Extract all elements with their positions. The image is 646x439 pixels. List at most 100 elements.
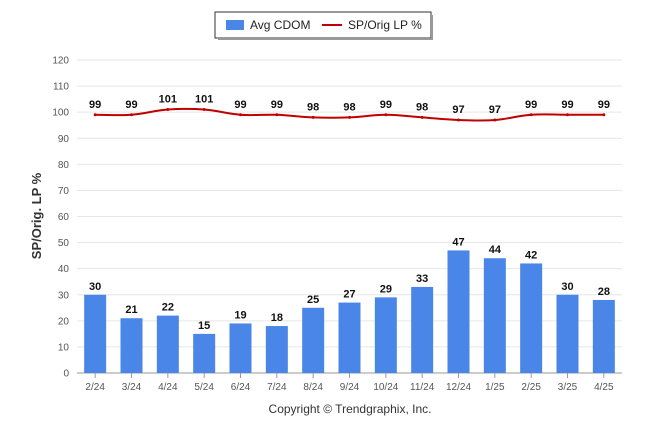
bar-data-label: 18 bbox=[271, 312, 283, 324]
x-tick-label: 3/25 bbox=[558, 382, 578, 393]
bar-avg-cdom bbox=[556, 294, 579, 373]
line-point bbox=[457, 118, 460, 122]
bar-data-label: 30 bbox=[89, 281, 101, 293]
y-tick-label: 110 bbox=[53, 82, 69, 93]
y-tick-label: 30 bbox=[58, 290, 70, 301]
bar-data-label: 47 bbox=[452, 236, 464, 248]
y-tick-label: 50 bbox=[58, 238, 70, 249]
x-tick-layer: 2/24 3/24 4/24 5/24 6/24 7/24 8/24 9/24 10/24 11/… bbox=[85, 373, 614, 393]
bar-avg-cdom bbox=[374, 297, 397, 373]
line-data-label: 98 bbox=[343, 101, 355, 113]
copyright-credit: Copyright © Trendgraphix, Inc. bbox=[269, 402, 432, 416]
bar-avg-cdom bbox=[520, 263, 543, 373]
line-data-label: 99 bbox=[234, 99, 246, 111]
x-tick-label: 9/24 bbox=[340, 382, 360, 393]
y-tick-label: 20 bbox=[58, 316, 70, 327]
x-tick-label: 3/24 bbox=[122, 382, 142, 393]
bar-data-label: 33 bbox=[416, 273, 428, 285]
line-point bbox=[566, 113, 569, 117]
y-tick-label: 80 bbox=[58, 160, 70, 171]
line-data-label: 99 bbox=[271, 99, 283, 111]
line-point bbox=[602, 113, 606, 117]
line-point bbox=[93, 113, 97, 117]
x-tick-label: 10/24 bbox=[373, 382, 398, 393]
legend-swatch-avg-cdom bbox=[226, 20, 244, 30]
legend: Avg CDOM SP/Orig LP % bbox=[214, 11, 433, 40]
line-point bbox=[529, 113, 533, 117]
x-tick-label: 1/25 bbox=[485, 382, 505, 393]
bar-data-label: 27 bbox=[343, 289, 355, 301]
bar-avg-cdom bbox=[411, 286, 434, 373]
line-data-label: 101 bbox=[195, 94, 213, 106]
legend-label-avg-cdom: Avg CDOM bbox=[250, 18, 310, 32]
x-tick-label: 7/24 bbox=[267, 382, 287, 393]
bar-avg-cdom bbox=[483, 258, 506, 373]
legend-shadow bbox=[431, 15, 433, 40]
bar-avg-cdom bbox=[120, 318, 143, 373]
line-point bbox=[420, 115, 424, 119]
line-point bbox=[202, 108, 206, 112]
bar-data-label: 21 bbox=[125, 304, 137, 316]
bar-avg-cdom bbox=[84, 294, 107, 373]
line-data-label: 99 bbox=[380, 99, 392, 111]
bar-data-label: 25 bbox=[307, 294, 319, 306]
bar-avg-cdom bbox=[592, 299, 615, 373]
bar-avg-cdom bbox=[156, 315, 179, 373]
legend-label-sp-orig-lp: SP/Orig LP % bbox=[348, 18, 422, 32]
y-axis-title: SP/Orig. LP % bbox=[29, 172, 44, 259]
x-tick-label: 8/24 bbox=[303, 382, 323, 393]
x-tick-label: 11/24 bbox=[410, 382, 435, 393]
line-point bbox=[239, 113, 242, 117]
bar-data-label: 29 bbox=[380, 283, 392, 295]
bar-label-layer: 30 21 22 15 19 18 25 27 29 33 47 44 42 30 28 bbox=[89, 236, 610, 331]
line-data-label: 101 bbox=[159, 94, 177, 106]
line-point bbox=[311, 115, 315, 119]
line-point bbox=[493, 118, 497, 122]
x-tick-label: 6/24 bbox=[231, 382, 251, 393]
line-data-label: 99 bbox=[125, 99, 137, 111]
y-tick-layer: 0 10 20 30 40 50 60 70 80 90 100 110 120 bbox=[52, 56, 69, 380]
line-point bbox=[166, 108, 170, 112]
bar-layer bbox=[84, 250, 615, 373]
bar-data-label: 19 bbox=[234, 309, 246, 321]
bar-avg-cdom bbox=[193, 333, 216, 373]
y-tick-label: 120 bbox=[52, 56, 69, 67]
line-data-label: 97 bbox=[489, 104, 501, 116]
bar-avg-cdom bbox=[338, 302, 361, 373]
line-point bbox=[384, 113, 388, 117]
bar-avg-cdom bbox=[229, 323, 252, 373]
x-tick-label: 2/24 bbox=[85, 382, 105, 393]
y-tick-label: 90 bbox=[58, 134, 70, 145]
line-point bbox=[348, 115, 351, 119]
bar-data-label: 28 bbox=[598, 286, 610, 298]
line-data-label: 99 bbox=[561, 99, 573, 111]
x-tick-label: 4/24 bbox=[158, 382, 178, 393]
line-data-label: 99 bbox=[89, 99, 101, 111]
y-tick-label: 0 bbox=[63, 369, 69, 380]
line-data-label: 99 bbox=[525, 99, 537, 111]
x-tick-label: 5/24 bbox=[194, 382, 214, 393]
x-tick-label: 4/25 bbox=[594, 382, 614, 393]
x-tick-label: 2/25 bbox=[521, 382, 541, 393]
y-tick-label: 10 bbox=[58, 342, 70, 353]
line-data-label: 98 bbox=[307, 101, 319, 113]
bar-data-label: 22 bbox=[162, 302, 174, 314]
line-data-label: 99 bbox=[598, 99, 610, 111]
line-data-label: 97 bbox=[452, 104, 464, 116]
y-tick-label: 60 bbox=[58, 212, 70, 223]
line-label-layer: 99 99 101 101 99 99 98 98 99 98 97 97 99 99 99 bbox=[89, 94, 610, 122]
bar-avg-cdom bbox=[447, 250, 470, 373]
bar-data-label: 44 bbox=[489, 244, 502, 256]
bar-data-label: 42 bbox=[525, 249, 537, 261]
x-tick-label: 12/24 bbox=[446, 382, 471, 393]
y-tick-label: 40 bbox=[58, 264, 70, 275]
bar-avg-cdom bbox=[265, 326, 288, 373]
line-point bbox=[275, 113, 279, 117]
y-tick-label: 100 bbox=[52, 108, 69, 119]
y-tick-label: 70 bbox=[58, 186, 70, 197]
bar-data-label: 30 bbox=[561, 281, 573, 293]
legend-shadow-bottom bbox=[218, 38, 433, 40]
line-point bbox=[130, 113, 133, 117]
